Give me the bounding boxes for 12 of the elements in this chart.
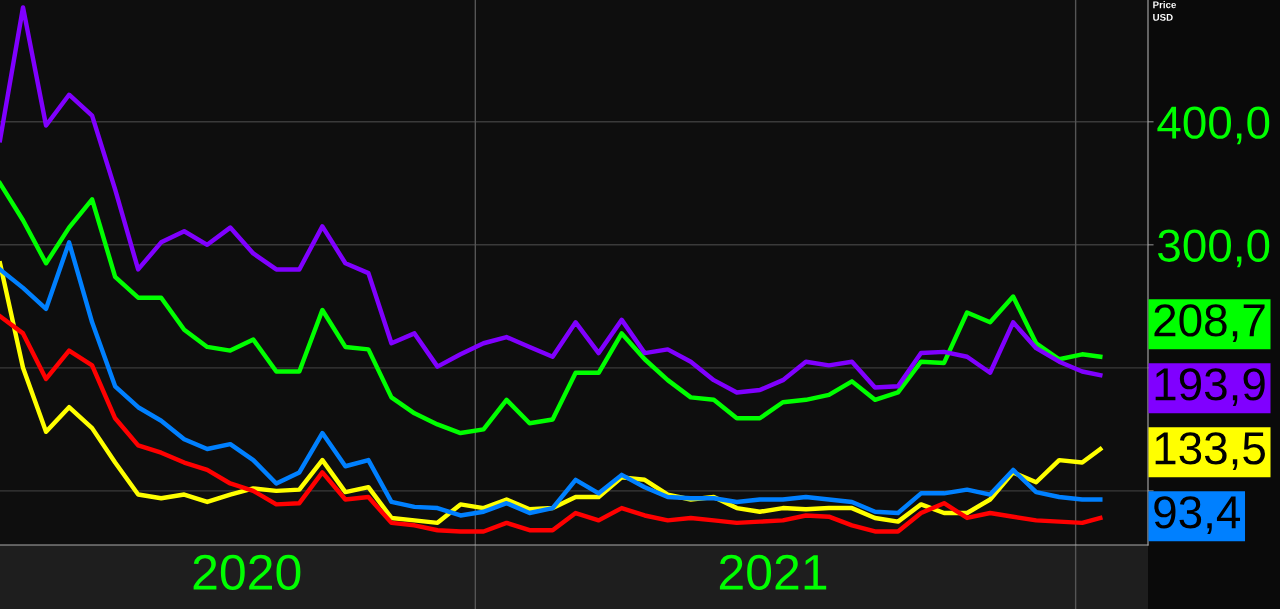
y-tick-label: 400,0 [1157,106,1270,145]
annotation: 208,7 [1154,304,1265,342]
y-tick-label: 300,0 [1158,229,1270,268]
x-tick-label: 2021 [719,554,827,591]
x-tick-label: 2020 [193,554,301,591]
line-series [0,313,1103,534]
annotation: 133,5 [1155,432,1265,470]
line-series [0,5,1103,395]
line-series [0,181,1103,436]
annotation: 193,9 [1155,368,1265,406]
y-axis-title: Price USD [1153,1,1177,21]
annotation: 93,4 [1154,496,1241,534]
